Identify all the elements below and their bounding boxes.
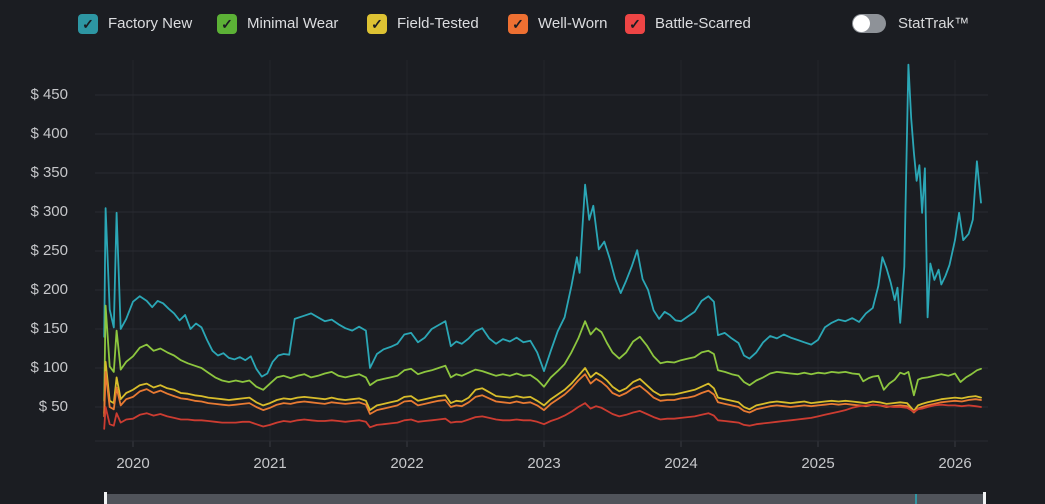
legend-label: Minimal Wear (247, 15, 339, 32)
y-axis-label: $ 350 (30, 164, 68, 181)
legend-item-factory-new[interactable]: ✓ Factory New (78, 14, 192, 34)
legend-label: Factory New (108, 15, 193, 32)
checkbox-factory-new[interactable]: ✓ (78, 14, 98, 34)
navigator-chart-blip (915, 494, 917, 504)
x-axis-label: 2021 (253, 455, 287, 472)
y-axis-label: $ 50 (38, 398, 68, 415)
x-axis-label: 2024 (664, 455, 698, 472)
y-axis-label: $ 150 (30, 320, 68, 337)
x-axis-label: 2022 (390, 455, 424, 472)
y-axis-label: $ 400 (30, 125, 68, 142)
checkbox-field-tested[interactable]: ✓ (367, 14, 387, 34)
legend-label: Field-Tested (397, 15, 479, 32)
stattrak-toggle[interactable] (852, 14, 886, 33)
stattrak-control: StatTrak™ (852, 14, 969, 33)
legend-item-field-tested[interactable]: ✓ Field-Tested (367, 14, 479, 34)
stattrak-toggle-knob[interactable] (853, 15, 870, 32)
y-axis-label: $ 250 (30, 242, 68, 259)
stattrak-label: StatTrak™ (898, 15, 970, 32)
checkbox-battle-scarred[interactable]: ✓ (625, 14, 645, 34)
x-axis-label: 2026 (938, 455, 972, 472)
y-axis-label: $ 100 (30, 359, 68, 376)
x-axis-label: 2023 (527, 455, 561, 472)
legend-item-well-worn[interactable]: ✓ Well-Worn (508, 14, 607, 34)
checkbox-well-worn[interactable]: ✓ (508, 14, 528, 34)
range-navigator[interactable] (104, 492, 986, 504)
x-axis-label: 2025 (801, 455, 835, 472)
y-axis-label: $ 200 (30, 281, 68, 298)
x-axis-label: 2020 (116, 455, 150, 472)
y-axis-label: $ 450 (30, 86, 68, 103)
legend-item-minimal-wear[interactable]: ✓ Minimal Wear (217, 14, 338, 34)
y-axis-label: $ 300 (30, 203, 68, 220)
navigator-right-handle[interactable] (983, 492, 986, 504)
legend-item-battle-scarred[interactable]: ✓ Battle-Scarred (625, 14, 751, 34)
legend-label: Well-Worn (538, 15, 608, 32)
checkbox-minimal-wear[interactable]: ✓ (217, 14, 237, 34)
legend-label: Battle-Scarred (655, 15, 751, 32)
navigator-left-handle[interactable] (104, 492, 107, 504)
